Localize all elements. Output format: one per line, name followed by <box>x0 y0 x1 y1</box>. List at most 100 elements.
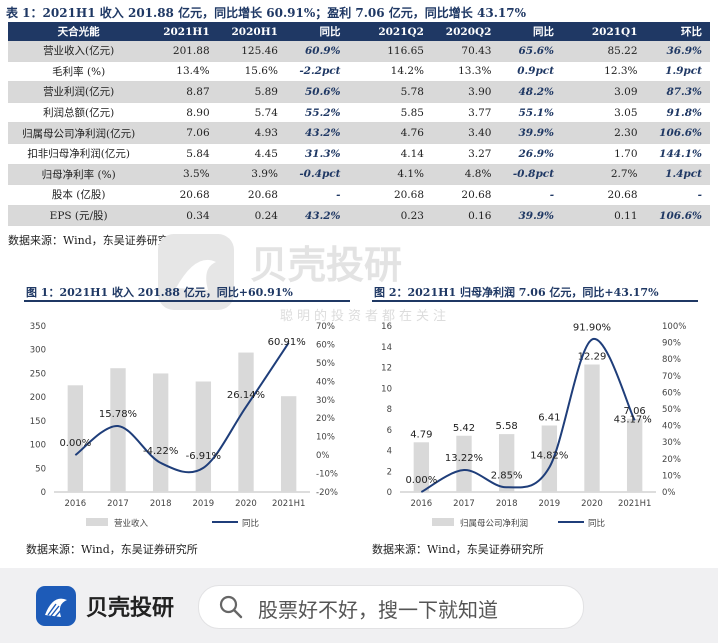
table-cell: -0.8pct <box>499 164 563 186</box>
table-cell: 91.8% <box>645 102 710 124</box>
legend-bar-label: 营业收入 <box>114 518 149 529</box>
left-axis-tick: 0 <box>387 488 392 498</box>
x-axis-tick: 2017 <box>453 499 475 509</box>
table-header: 2021H1 <box>149 22 218 41</box>
bar <box>238 352 254 492</box>
table-cell: 3.5% <box>149 164 218 186</box>
search-box[interactable] <box>198 585 584 629</box>
bar-value-label: 5.58 <box>496 421 518 432</box>
table-header-gap <box>562 22 579 41</box>
table-gap-cell <box>562 41 579 62</box>
left-axis-tick: 0 <box>41 488 46 498</box>
legend-bar-label: 归属母公司净利润 <box>460 518 528 529</box>
bar-value-label: 6.41 <box>538 412 560 423</box>
table-cell: 1.4pct <box>645 164 710 186</box>
bar <box>498 434 515 492</box>
right-axis-tick: 70% <box>662 372 681 382</box>
row-label: 毛利率 (%) <box>8 61 150 83</box>
table-cell: 13.4% <box>149 61 218 83</box>
x-axis-tick: 2018 <box>496 499 518 509</box>
watermark-title: 贝壳投研 <box>250 243 402 287</box>
left-axis-tick: 10 <box>381 384 392 394</box>
right-axis-tick: 0% <box>662 488 676 498</box>
table-cell: 2.30 <box>578 122 646 144</box>
table-cell: 48.2% <box>499 81 563 103</box>
table-cell: 3.40 <box>432 122 500 144</box>
bar <box>584 364 600 492</box>
legend-bar-swatch <box>432 518 454 526</box>
watermark: 贝壳投研 聪明的投资者都在关注 <box>158 234 450 324</box>
left-axis-tick: 150 <box>30 417 46 427</box>
table-gap-cell <box>348 143 365 165</box>
table-cell: 4.93 <box>217 122 286 144</box>
bar-value-label: 7.06 <box>624 406 646 417</box>
table-cell: 50.6% <box>285 81 349 103</box>
left-axis-tick: 12 <box>381 364 392 374</box>
right-axis-tick: 50% <box>662 405 681 415</box>
table-cell: 144.1% <box>645 143 710 165</box>
chart-2-svg: 0 2 4 6 8 10 12 14 16 0% 10% 20% 30% 40% 50% 60% 70% 80% 9… <box>381 322 686 529</box>
table-cell: 3.9% <box>217 164 286 186</box>
right-axis-tick: 30% <box>316 396 335 406</box>
table-cell: 0.11 <box>578 205 646 227</box>
right-axis-tick: 90% <box>662 339 681 349</box>
table-cell: 20.68 <box>364 184 432 206</box>
line-point-label: 0.00% <box>405 475 437 486</box>
table-header-gap <box>348 22 365 41</box>
figure-1-source: 数据来源：Wind，东吴证券研究所 <box>26 543 198 556</box>
row-label: 归母净利率 (%) <box>8 164 150 186</box>
table-header: 2020Q2 <box>432 22 500 41</box>
table-row: 归属母公司净利润(亿元) 7.06 4.93 43.2% 4.76 3.40 39.9% 2.… <box>8 122 710 144</box>
watermark-shell-icon <box>176 259 216 290</box>
left-axis-tick: 350 <box>30 322 46 332</box>
table-cell: 1.9pct <box>645 61 710 83</box>
line-point-label: -4.22% <box>143 446 178 457</box>
x-axis-tick: 2019 <box>193 499 215 509</box>
right-axis-tick: 80% <box>662 355 681 365</box>
brand-logo-icon[interactable] <box>36 586 76 626</box>
line-point-label: 2.85% <box>491 470 523 481</box>
left-axis-tick: 8 <box>387 405 392 415</box>
table-header: 天合光能 <box>8 22 150 41</box>
table-gap-cell <box>348 205 365 227</box>
right-axis-tick: 20% <box>316 414 335 424</box>
brand-name[interactable]: 贝壳投研 <box>86 596 175 621</box>
row-label: 扣非归母净利润(亿元) <box>8 143 150 165</box>
table-cell: 43.2% <box>285 205 349 227</box>
table-cell: 3.09 <box>578 81 646 103</box>
table-cell: 0.24 <box>217 205 286 227</box>
table-row: 营业利润(亿元) 8.87 5.89 50.6% 5.78 3.90 48.2% 3.09 87… <box>8 81 710 103</box>
bar-value-label: 12.29 <box>578 351 607 362</box>
table-cell: 55.2% <box>285 102 349 124</box>
figure-1-rule <box>24 300 350 302</box>
table-cell: 125.46 <box>217 41 286 62</box>
table-cell: 5.74 <box>217 102 286 124</box>
table-cell: 5.85 <box>364 102 432 124</box>
table-cell: 4.76 <box>364 122 432 144</box>
x-axis-tick: 2018 <box>150 499 172 509</box>
left-axis-tick: 100 <box>30 441 46 451</box>
table-cell: 70.43 <box>432 41 500 62</box>
table-cell: 65.6% <box>499 41 563 62</box>
line-point-label: 14.82% <box>530 450 568 461</box>
watermark-slogan: 聪明的投资者都在关注 <box>280 308 450 324</box>
right-axis-tick: 0% <box>316 451 330 461</box>
table-cell: 0.9pct <box>499 61 563 83</box>
figure-2-source: 数据来源：Wind，东吴证券研究所 <box>372 543 544 556</box>
search-icon[interactable] <box>218 594 244 620</box>
table-gap-cell <box>348 81 365 103</box>
shell-icon <box>45 598 67 618</box>
bar-value-label: 5.42 <box>453 423 475 434</box>
row-label: 归属母公司净利润(亿元) <box>8 122 150 144</box>
search-placeholder[interactable]: 股票好不好，搜一下就知道 <box>258 598 498 622</box>
right-axis-tick: 20% <box>662 455 681 465</box>
right-axis-tick: 10% <box>316 433 335 443</box>
table-cell: 116.65 <box>364 41 432 62</box>
left-axis-tick: 16 <box>381 322 392 332</box>
table-cell: 3.77 <box>432 102 500 124</box>
right-axis-tick: 60% <box>316 340 335 350</box>
table-gap-cell <box>348 41 365 62</box>
table-header: 2020H1 <box>217 22 286 41</box>
table-row: 营业收入(亿元) 201.88 125.46 60.9% 116.65 70.43 65.6… <box>8 41 710 62</box>
table-gap-cell <box>562 143 579 165</box>
